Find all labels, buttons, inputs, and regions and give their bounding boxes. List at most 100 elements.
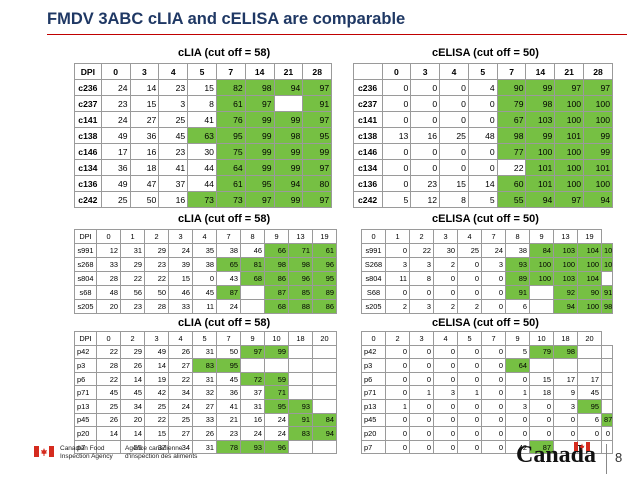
- value-cell: 25: [144, 398, 169, 414]
- value-cell: [312, 439, 337, 455]
- value-cell: 100: [554, 95, 585, 112]
- value-cell: 8: [187, 95, 217, 112]
- value-cell: 28: [96, 358, 121, 373]
- value-cell: 0: [457, 285, 482, 300]
- spacer-cell: [331, 175, 354, 192]
- value-cell: 15: [529, 371, 554, 387]
- column-header: 7: [216, 331, 241, 346]
- value-cell: 41: [216, 398, 241, 414]
- value-cell: 47: [129, 175, 160, 192]
- value-cell: 100: [583, 95, 613, 112]
- value-cell: [577, 344, 602, 360]
- value-cell: 48: [96, 285, 121, 300]
- value-cell: 45: [192, 285, 217, 300]
- value-cell: 0: [433, 344, 458, 360]
- value-cell: 99: [273, 111, 304, 128]
- column-header: 28: [302, 63, 333, 80]
- value-cell: [601, 371, 613, 387]
- column-header: 9: [264, 229, 289, 244]
- value-cell: 14: [467, 175, 498, 192]
- row-label: c242: [352, 191, 383, 208]
- value-cell: 3: [409, 299, 434, 314]
- spacer-cell: [331, 111, 354, 128]
- table-row: p7 55 37 34 31 78 93 96 p7 0 0 0 0 0 42 87: [74, 439, 613, 455]
- value-cell: 59: [264, 371, 289, 387]
- value-cell: [288, 344, 313, 360]
- value-cell: 25: [158, 111, 189, 128]
- agency-name-en-line2: Inspection Agency: [60, 453, 113, 460]
- column-header: [336, 331, 362, 346]
- value-cell: 72: [240, 371, 265, 387]
- row-label: s205: [74, 299, 97, 314]
- value-cell: 100: [525, 143, 556, 160]
- value-cell: 56: [120, 285, 145, 300]
- value-cell: 30: [187, 143, 217, 160]
- value-cell: 31: [120, 243, 145, 258]
- value-cell: 46: [168, 285, 193, 300]
- value-cell: 90: [577, 285, 602, 300]
- value-cell: 31: [192, 371, 217, 387]
- value-cell: 0: [385, 344, 410, 360]
- value-cell: 71: [264, 385, 289, 400]
- column-header: 13: [553, 229, 578, 244]
- value-cell: 96: [288, 271, 313, 286]
- value-cell: 31: [192, 344, 217, 360]
- value-cell: 64: [215, 159, 246, 176]
- column-header: 3: [168, 229, 193, 244]
- value-cell: 86: [264, 271, 289, 286]
- value-cell: 97: [302, 159, 333, 176]
- column-header: 4: [192, 229, 217, 244]
- spacer-cell: [336, 440, 362, 454]
- column-header: 0: [96, 229, 121, 244]
- value-cell: 24: [100, 79, 131, 96]
- column-header: 2: [120, 331, 145, 346]
- row-label: c141: [74, 111, 102, 128]
- value-cell: 0: [381, 175, 412, 192]
- celisa-label-3: cELISA (cut off = 50): [432, 317, 539, 329]
- table-row: p3 28 26 14 27 83 95 p3 0 0 0 0 0 64: [74, 358, 613, 373]
- value-cell: 89: [312, 285, 337, 300]
- value-cell: 95: [244, 175, 275, 192]
- value-cell: 0: [439, 143, 469, 160]
- value-cell: 0: [410, 143, 441, 160]
- value-cell: 100: [553, 257, 578, 272]
- value-cell: 23: [158, 143, 189, 160]
- value-cell: 97: [554, 79, 585, 96]
- value-cell: 100: [529, 257, 554, 272]
- value-cell: 101: [583, 159, 613, 176]
- value-cell: 34: [120, 398, 145, 414]
- column-header: 18: [288, 331, 313, 346]
- value-cell: [288, 358, 313, 373]
- value-cell: 31: [240, 398, 265, 414]
- value-cell: 45: [216, 371, 241, 387]
- value-cell: 5: [381, 191, 412, 208]
- value-cell: 18: [129, 159, 160, 176]
- column-header: 21: [554, 63, 585, 80]
- value-cell: 99: [583, 127, 613, 144]
- celisa-label-1: cELISA (cut off = 50): [432, 47, 539, 59]
- value-cell: 1: [505, 385, 530, 400]
- value-cell: 81: [240, 257, 265, 272]
- value-cell: [312, 371, 337, 387]
- row-label: c146: [352, 143, 383, 160]
- value-cell: 67: [496, 111, 527, 128]
- value-cell: 17: [100, 143, 131, 160]
- value-cell: 0: [481, 358, 506, 373]
- spacer-cell: [331, 159, 354, 176]
- value-cell: 28: [144, 299, 169, 314]
- value-cell: 91: [302, 95, 333, 112]
- value-cell: 91: [505, 285, 530, 300]
- row-label: c236: [352, 79, 383, 96]
- value-cell: 71: [288, 243, 313, 258]
- value-cell: 24: [100, 111, 131, 128]
- value-cell: 100: [583, 175, 613, 192]
- value-cell: 41: [158, 159, 189, 176]
- value-cell: 4: [467, 79, 498, 96]
- value-cell: [273, 95, 304, 112]
- row-label: s991: [74, 243, 97, 258]
- value-cell: 14: [144, 358, 169, 373]
- value-cell: 0: [381, 159, 412, 176]
- value-cell: [601, 398, 613, 414]
- value-cell: 33: [168, 299, 193, 314]
- value-cell: 49: [144, 344, 169, 360]
